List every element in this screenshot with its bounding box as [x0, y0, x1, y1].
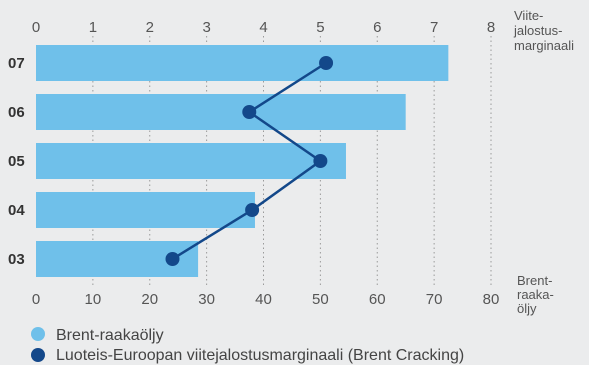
line-point-05 [313, 154, 328, 168]
category-label-03: 03 [8, 251, 25, 268]
top-axis-title: Viite-jalostus-marginaali [513, 8, 574, 53]
bar-07 [36, 45, 449, 81]
legend: Brent-raakaöljy Luoteis-Euroopan viiteja… [31, 327, 464, 364]
top-tick-label: 5 [316, 19, 324, 36]
axis-title-line: Brent- [517, 273, 552, 288]
line-point-07 [319, 56, 334, 70]
line-series [165, 56, 334, 266]
bottom-tick-label: 20 [141, 291, 158, 308]
bottom-axis-title: Brent-raaka-öljy [517, 273, 554, 316]
bottom-tick-label: 50 [312, 291, 329, 308]
line-point-04 [245, 203, 260, 217]
legend-label-bars: Brent-raakaöljy [56, 327, 164, 344]
axis-title-line: jalostus- [513, 23, 562, 38]
axis-title-line: öljy [517, 301, 537, 316]
category-label-06: 06 [8, 104, 25, 121]
top-tick-label: 6 [373, 19, 381, 36]
top-tick-label: 3 [202, 19, 210, 36]
category-labels: 07 06 05 04 03 [8, 55, 25, 268]
line-point-03 [165, 252, 180, 266]
top-tick-label: 0 [32, 19, 40, 36]
bar-05 [36, 143, 346, 179]
top-tick-label: 4 [259, 19, 267, 36]
legend-marker-bars [31, 327, 45, 341]
axis-title-line: marginaali [514, 38, 574, 53]
legend-label-line: Luoteis-Euroopan viitejalostusmarginaali… [56, 347, 464, 364]
bottom-tick-label: 40 [255, 291, 272, 308]
bottom-tick-label: 30 [198, 291, 215, 308]
bar-04 [36, 192, 255, 228]
bottom-axis-ticks: 0 10 20 30 40 50 60 70 80 [32, 291, 500, 308]
top-tick-label: 7 [430, 19, 438, 36]
bottom-tick-label: 70 [426, 291, 443, 308]
category-label-05: 05 [8, 153, 25, 170]
bottom-tick-label: 80 [483, 291, 500, 308]
bottom-tick-label: 0 [32, 291, 40, 308]
bar-06 [36, 94, 406, 130]
category-label-07: 07 [8, 55, 25, 72]
axis-title-line: Viite- [514, 8, 543, 23]
legend-marker-line [31, 348, 45, 362]
line-point-06 [242, 105, 257, 119]
top-axis-ticks: 0 1 2 3 4 5 6 7 8 [32, 19, 495, 36]
category-label-04: 04 [8, 202, 25, 219]
top-tick-label: 8 [487, 19, 495, 36]
top-tick-label: 1 [89, 19, 97, 36]
bar-series [36, 45, 449, 277]
bottom-tick-label: 10 [85, 291, 102, 308]
bottom-tick-label: 60 [369, 291, 386, 308]
top-tick-label: 2 [146, 19, 154, 36]
axis-title-line: raaka- [517, 287, 554, 302]
